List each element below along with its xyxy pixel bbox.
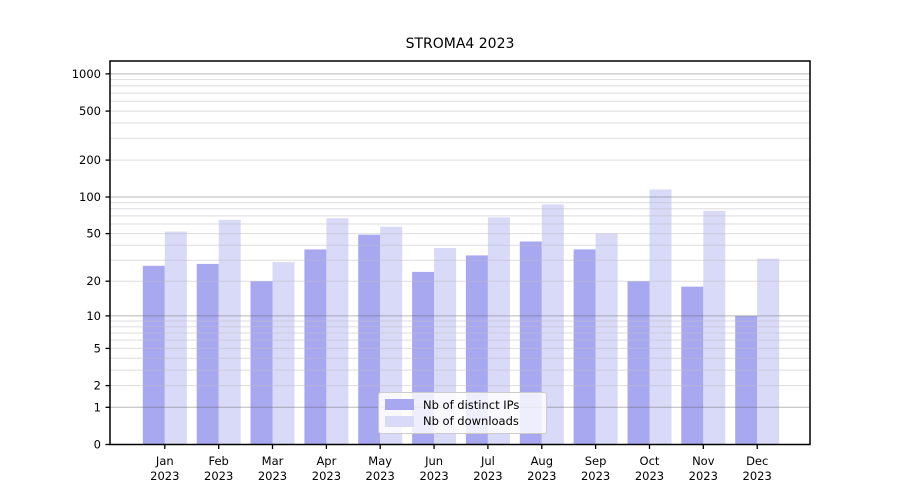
- x-tick-label-month: Oct: [640, 454, 660, 468]
- y-tick-label: 2: [94, 379, 101, 393]
- x-tick-label-month: Dec: [746, 454, 768, 468]
- x-tick-label-month: May: [368, 454, 392, 468]
- x-tick-label-year: 2023: [312, 469, 341, 483]
- chart-title: STROMA4 2023: [405, 36, 515, 52]
- grid-layer: [110, 73, 810, 408]
- bar-distinct-ips-nov: [681, 286, 704, 445]
- legend-swatch-distinct-ips: [385, 399, 414, 411]
- x-tick-label-month: Aug: [531, 454, 553, 468]
- x-tick-label-year: 2023: [258, 469, 287, 483]
- x-tick-label-month: Sep: [585, 454, 607, 468]
- bar-downloads-oct: [649, 189, 672, 445]
- bar-downloads-aug: [541, 204, 564, 445]
- bar-downloads-jan: [164, 231, 187, 445]
- x-tick-label-year: 2023: [419, 469, 448, 483]
- x-tick-label-year: 2023: [204, 469, 233, 483]
- bar-distinct-ips-dec: [735, 315, 758, 445]
- legend-swatch-downloads: [385, 415, 414, 427]
- y-tick-label: 20: [86, 274, 101, 288]
- legend-label-downloads: Nb of downloads: [423, 414, 519, 429]
- legend-label-distinct-ips: Nb of distinct IPs: [423, 397, 520, 412]
- bar-downloads-apr: [326, 218, 349, 445]
- x-tick-label-month: Jun: [424, 454, 443, 468]
- y-tick-label: 1: [94, 400, 101, 414]
- x-tick-label-month: Apr: [316, 454, 336, 468]
- legend: Nb of distinct IPs Nb of downloads: [378, 392, 547, 434]
- y-axis: 0 1 2 5 10 20 50 100 200 500 1000: [72, 67, 110, 452]
- bar-downloads-mar: [272, 262, 295, 445]
- x-tick-label-month: Jan: [155, 454, 174, 468]
- y-tick-label: 500: [79, 104, 101, 118]
- bar-downloads-sep: [595, 233, 618, 445]
- x-tick-label-year: 2023: [581, 469, 610, 483]
- bar-distinct-ips-sep: [573, 249, 596, 445]
- bar-distinct-ips-jan: [142, 265, 165, 445]
- y-tick-label: 10: [86, 309, 101, 323]
- x-tick-label-year: 2023: [150, 469, 179, 483]
- x-tick-label-year: 2023: [743, 469, 772, 483]
- y-tick-label: 5: [94, 341, 101, 355]
- y-tick-label: 100: [79, 190, 101, 204]
- x-tick-label-month: Jul: [480, 454, 495, 468]
- bar-downloads-nov: [703, 210, 726, 445]
- x-axis: Jan2023Feb2023Mar2023Apr2023May2023Jun20…: [150, 444, 772, 483]
- x-tick-label-year: 2023: [473, 469, 502, 483]
- legend-item-distinct-ips: Nb of distinct IPs: [385, 398, 540, 412]
- y-tick-label: 200: [79, 153, 101, 167]
- y-tick-label: 1000: [72, 67, 101, 81]
- bar-distinct-ips-mar: [250, 281, 273, 445]
- y-tick-label: 0: [94, 438, 101, 452]
- plot-border: [109, 60, 811, 446]
- bar-distinct-ips-feb: [196, 263, 219, 445]
- bar-distinct-ips-apr: [304, 249, 327, 445]
- x-tick-label-year: 2023: [635, 469, 664, 483]
- x-tick-label-year: 2023: [366, 469, 395, 483]
- legend-item-downloads: Nb of downloads: [385, 414, 540, 428]
- x-tick-label-month: Nov: [692, 454, 715, 468]
- x-tick-label-month: Mar: [262, 454, 284, 468]
- bar-downloads-dec: [757, 258, 780, 445]
- y-tick-label: 50: [86, 227, 101, 241]
- x-tick-label-year: 2023: [527, 469, 556, 483]
- bar-downloads-feb: [218, 219, 241, 445]
- bar-distinct-ips-oct: [627, 281, 650, 445]
- x-tick-label-month: Feb: [209, 454, 229, 468]
- x-tick-label-year: 2023: [689, 469, 718, 483]
- bar-downloads-jul: [487, 217, 510, 445]
